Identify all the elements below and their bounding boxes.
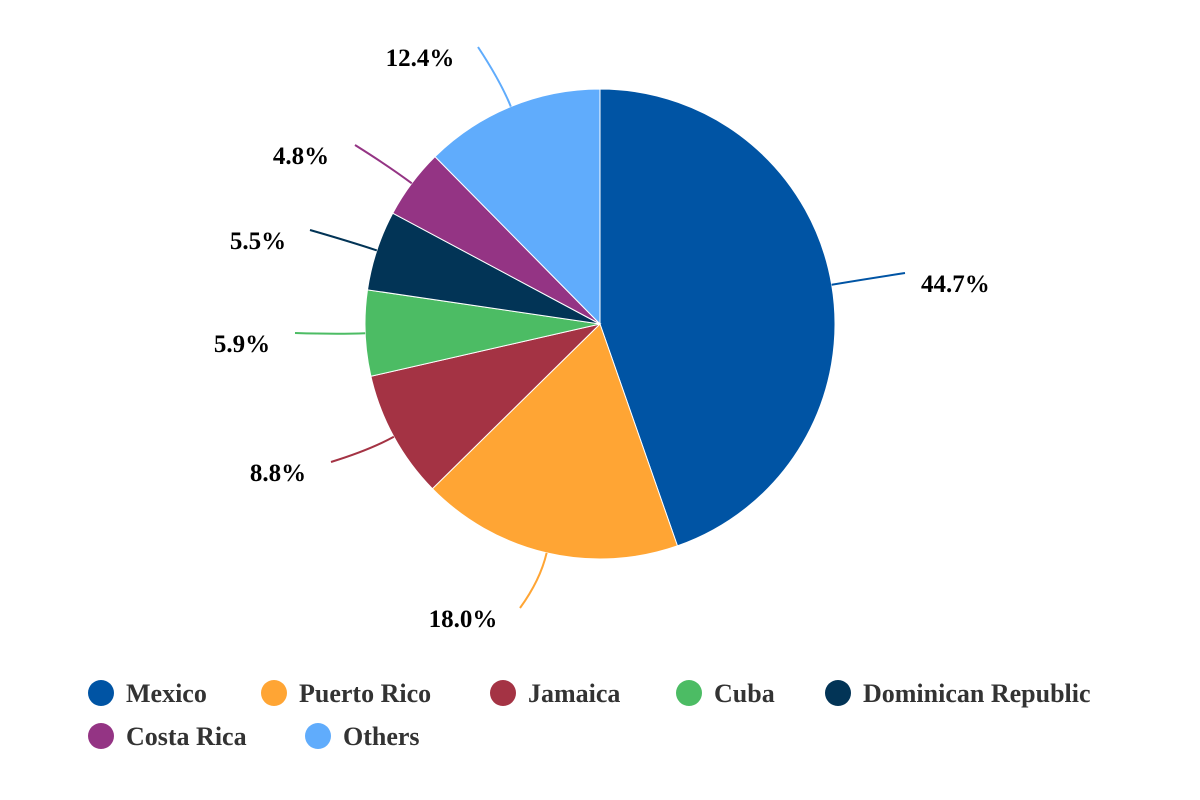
legend-swatch-costa-rica (88, 723, 114, 749)
leader-line-others (477, 46, 512, 107)
percentage-labels: 44.7% 18.0% 8.8% 5.9% 5.5% 4.8% 12.4% (214, 45, 990, 633)
legend-label-others: Others (343, 722, 420, 751)
leader-line-mexico (831, 272, 906, 286)
pie-slice-jamaica[interactable] (370, 323, 602, 490)
data-label-costa-rica: 4.8% (273, 143, 329, 170)
legend: Mexico Puerto Rico Jamaica Cuba Dominican Re… (88, 679, 1091, 751)
legend-item-jamaica[interactable]: Jamaica (490, 679, 620, 708)
data-label-cuba: 5.9% (214, 331, 270, 358)
legend-item-puerto-rico[interactable]: Puerto Rico (261, 679, 431, 708)
legend-swatch-dominican-republic (825, 680, 851, 706)
leader-line-costa-rica (354, 144, 413, 185)
legend-label-mexico: Mexico (126, 679, 207, 708)
data-label-puerto-rico: 18.0% (429, 606, 498, 633)
data-label-mexico: 44.7% (921, 271, 990, 298)
legend-label-puerto-rico: Puerto Rico (299, 679, 431, 708)
legend-swatch-puerto-rico (261, 680, 287, 706)
legend-swatch-others (305, 723, 331, 749)
leader-line-jamaica (330, 435, 395, 463)
legend-label-costa-rica: Costa Rica (126, 722, 247, 751)
data-label-jamaica: 8.8% (250, 460, 306, 487)
leader-line-puerto-rico (519, 552, 548, 609)
legend-swatch-jamaica (490, 680, 516, 706)
legend-item-others[interactable]: Others (305, 722, 420, 751)
legend-item-cuba[interactable]: Cuba (676, 679, 775, 708)
leader-lines (294, 46, 906, 609)
pie-slices (364, 88, 836, 560)
leader-line-dominican-republic (309, 229, 378, 252)
legend-item-costa-rica[interactable]: Costa Rica (88, 722, 247, 751)
data-label-others: 12.4% (386, 45, 455, 72)
legend-item-mexico[interactable]: Mexico (88, 679, 207, 708)
pie-slice-puerto-rico[interactable] (431, 323, 679, 560)
pie-slice-others[interactable] (434, 88, 601, 326)
legend-item-dominican-republic[interactable]: Dominican Republic (825, 679, 1091, 708)
data-label-dominican-republic: 5.5% (230, 228, 286, 255)
legend-swatch-cuba (676, 680, 702, 706)
leader-line-cuba (294, 332, 366, 335)
pie-slice-mexico[interactable] (599, 88, 836, 547)
legend-label-dominican-republic: Dominican Republic (863, 679, 1091, 708)
legend-swatch-mexico (88, 680, 114, 706)
legend-label-cuba: Cuba (714, 679, 775, 708)
legend-label-jamaica: Jamaica (528, 679, 620, 708)
